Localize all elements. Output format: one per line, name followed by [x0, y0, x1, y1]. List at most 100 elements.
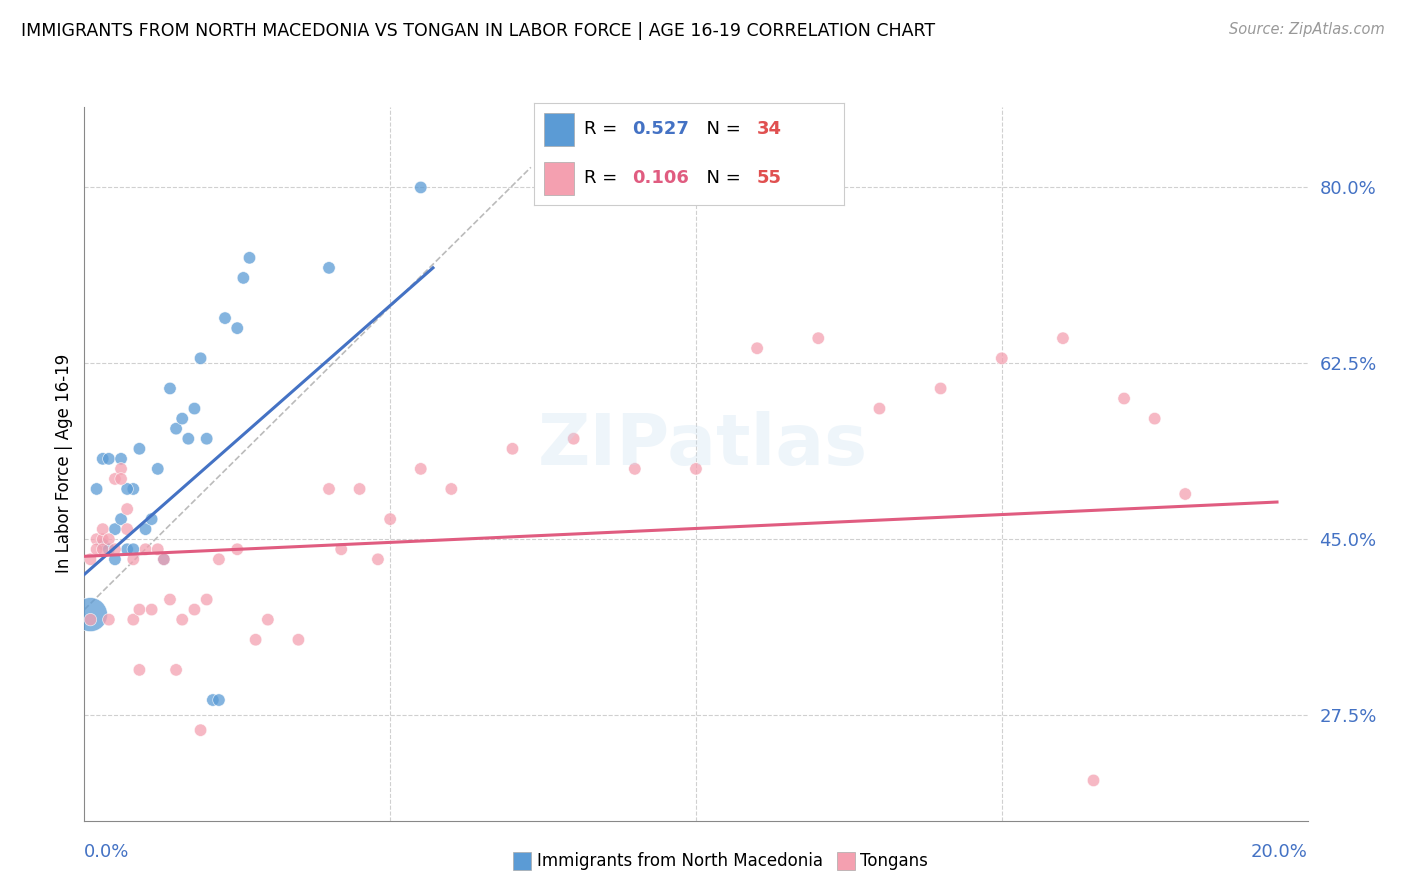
- Text: 0.527: 0.527: [631, 120, 689, 138]
- Text: 55: 55: [756, 169, 782, 187]
- Point: [159, 592, 181, 607]
- Point: [146, 542, 169, 557]
- Point: [122, 613, 145, 627]
- Point: [195, 432, 218, 446]
- Point: [380, 512, 402, 526]
- Point: [115, 542, 138, 557]
- Point: [97, 451, 120, 466]
- Point: [86, 542, 108, 557]
- Point: [91, 451, 114, 466]
- Bar: [544, 162, 575, 194]
- Point: [226, 321, 249, 335]
- Point: [128, 663, 150, 677]
- Point: [86, 482, 108, 496]
- Point: [562, 432, 585, 446]
- Point: [91, 522, 114, 536]
- Point: [159, 381, 181, 395]
- Text: R =: R =: [583, 169, 623, 187]
- Point: [1052, 331, 1074, 345]
- Point: [172, 411, 194, 425]
- Point: [208, 693, 231, 707]
- Point: [141, 512, 163, 526]
- Point: [1174, 487, 1197, 501]
- Text: N =: N =: [695, 169, 747, 187]
- Point: [318, 260, 340, 275]
- Text: 20.0%: 20.0%: [1251, 843, 1308, 861]
- Point: [330, 542, 353, 557]
- Text: Tongans: Tongans: [860, 852, 928, 870]
- Point: [226, 542, 249, 557]
- Point: [238, 251, 260, 265]
- Point: [128, 602, 150, 616]
- Point: [115, 522, 138, 536]
- Point: [201, 693, 224, 707]
- Text: Source: ZipAtlas.com: Source: ZipAtlas.com: [1229, 22, 1385, 37]
- Point: [104, 472, 127, 486]
- Point: [245, 632, 267, 647]
- Point: [104, 552, 127, 566]
- Point: [287, 632, 309, 647]
- Point: [135, 522, 157, 536]
- Point: [208, 552, 231, 566]
- Point: [97, 542, 120, 557]
- Point: [91, 542, 114, 557]
- Y-axis label: In Labor Force | Age 16-19: In Labor Force | Age 16-19: [55, 354, 73, 574]
- Point: [409, 462, 432, 476]
- Point: [807, 331, 830, 345]
- Point: [183, 602, 205, 616]
- Text: N =: N =: [695, 120, 747, 138]
- Point: [79, 552, 101, 566]
- Point: [146, 462, 169, 476]
- Point: [110, 462, 132, 476]
- Point: [183, 401, 205, 416]
- Point: [110, 451, 132, 466]
- Point: [195, 592, 218, 607]
- Text: 0.0%: 0.0%: [84, 843, 129, 861]
- Bar: [544, 112, 575, 145]
- Text: Immigrants from North Macedonia: Immigrants from North Macedonia: [537, 852, 823, 870]
- Point: [104, 522, 127, 536]
- Point: [165, 422, 187, 436]
- Point: [349, 482, 371, 496]
- Text: IMMIGRANTS FROM NORTH MACEDONIA VS TONGAN IN LABOR FORCE | AGE 16-19 CORRELATION: IMMIGRANTS FROM NORTH MACEDONIA VS TONGA…: [21, 22, 935, 40]
- Point: [97, 613, 120, 627]
- Point: [79, 607, 101, 622]
- Point: [502, 442, 524, 456]
- Text: ZIPatlas: ZIPatlas: [538, 411, 868, 481]
- Point: [165, 663, 187, 677]
- Point: [624, 462, 647, 476]
- Point: [1083, 773, 1105, 788]
- Point: [869, 401, 891, 416]
- Point: [115, 502, 138, 516]
- Point: [1114, 392, 1136, 406]
- Text: 0.106: 0.106: [631, 169, 689, 187]
- Point: [153, 552, 176, 566]
- Point: [97, 533, 120, 547]
- Point: [110, 472, 132, 486]
- Point: [214, 311, 236, 326]
- Point: [79, 613, 101, 627]
- Point: [91, 537, 114, 551]
- Point: [991, 351, 1014, 366]
- Point: [115, 482, 138, 496]
- Point: [122, 482, 145, 496]
- Point: [685, 462, 707, 476]
- Text: R =: R =: [583, 120, 623, 138]
- Point: [232, 271, 254, 285]
- Point: [257, 613, 280, 627]
- Point: [104, 542, 127, 557]
- Point: [440, 482, 463, 496]
- Point: [128, 442, 150, 456]
- Point: [91, 533, 114, 547]
- Point: [86, 533, 108, 547]
- Point: [367, 552, 389, 566]
- Point: [190, 351, 212, 366]
- Point: [141, 602, 163, 616]
- Point: [153, 552, 176, 566]
- Point: [122, 542, 145, 557]
- Point: [172, 613, 194, 627]
- Text: 34: 34: [756, 120, 782, 138]
- Point: [110, 512, 132, 526]
- Point: [409, 180, 432, 194]
- Point: [1143, 411, 1166, 425]
